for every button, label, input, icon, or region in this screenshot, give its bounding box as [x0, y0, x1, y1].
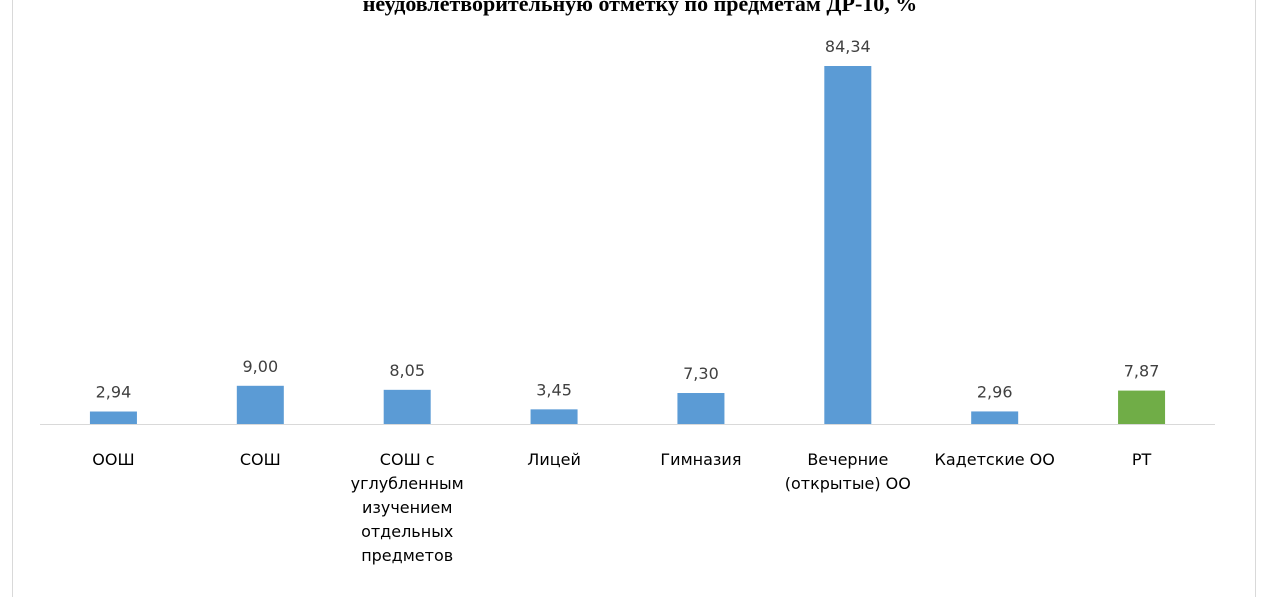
x-tick-label: Кадетские ОО — [934, 450, 1055, 469]
x-tick-label: СОШ с углубленным изучением отдельных пр… — [350, 450, 464, 565]
value-label: 2,96 — [977, 382, 1013, 401]
chart-title: неудовлетворительную отметку по предмета… — [363, 0, 918, 16]
bar — [824, 66, 872, 424]
bar — [1118, 390, 1166, 424]
value-label: 2,94 — [96, 383, 132, 402]
chart-frame — [12, 0, 1256, 597]
bar — [236, 385, 284, 424]
value-label: 9,00 — [243, 357, 279, 376]
x-tick-label: ООШ — [92, 450, 135, 469]
x-tick-label: Гимназия — [660, 450, 742, 469]
value-label: 84,34 — [825, 37, 871, 56]
value-label: 7,30 — [683, 364, 719, 383]
x-tick-label: СОШ — [239, 450, 281, 469]
x-tick-label: РТ — [1131, 450, 1152, 469]
x-tick-label: Вечерние (открытые) ОО — [784, 450, 911, 493]
bar — [89, 411, 137, 424]
value-label: 8,05 — [389, 361, 425, 380]
bar — [383, 389, 431, 424]
bar — [677, 393, 725, 424]
bar — [530, 409, 578, 424]
value-label: 3,45 — [536, 380, 572, 399]
x-tick-label: Лицей — [527, 450, 581, 469]
value-label: 7,87 — [1124, 362, 1160, 381]
bar — [971, 411, 1019, 424]
